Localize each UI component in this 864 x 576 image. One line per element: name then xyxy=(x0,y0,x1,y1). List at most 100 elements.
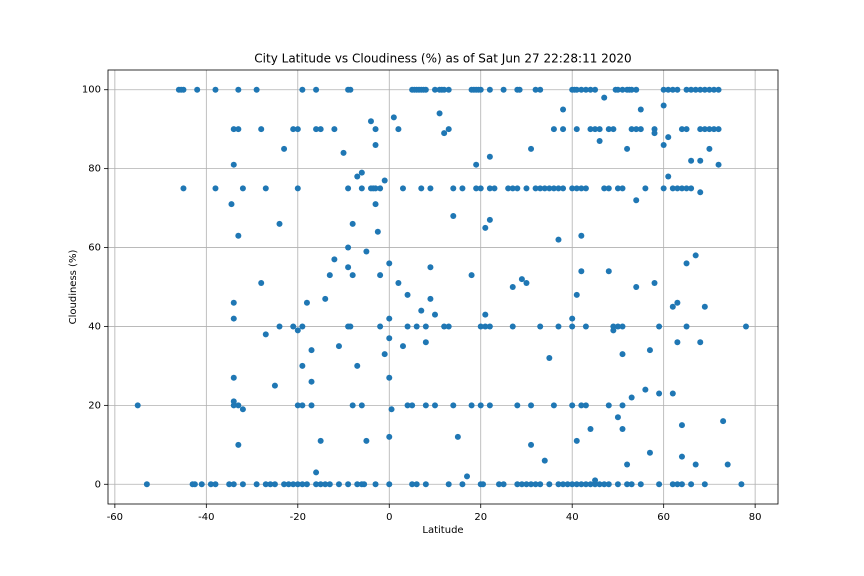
point xyxy=(313,469,320,476)
point xyxy=(331,126,338,133)
point xyxy=(560,106,567,113)
point xyxy=(683,323,690,330)
point xyxy=(445,481,452,488)
point xyxy=(701,303,708,310)
point xyxy=(724,461,731,468)
point xyxy=(281,481,288,488)
point xyxy=(546,355,553,362)
point xyxy=(610,126,617,133)
point xyxy=(683,185,690,192)
point xyxy=(290,323,297,330)
point xyxy=(347,86,354,93)
point xyxy=(399,343,406,350)
point xyxy=(413,481,420,488)
point xyxy=(710,126,717,133)
point xyxy=(669,303,676,310)
point xyxy=(569,315,576,322)
point xyxy=(358,185,365,192)
point xyxy=(347,323,354,330)
point xyxy=(605,402,612,409)
point xyxy=(235,402,242,409)
point xyxy=(637,126,644,133)
point xyxy=(596,481,603,488)
point xyxy=(239,406,246,413)
point xyxy=(697,86,704,93)
point xyxy=(637,481,644,488)
point xyxy=(628,394,635,401)
point xyxy=(422,323,429,330)
point xyxy=(322,481,329,488)
point xyxy=(374,228,381,235)
point xyxy=(308,378,315,385)
point xyxy=(605,268,612,275)
point xyxy=(271,481,278,488)
point xyxy=(560,185,567,192)
point xyxy=(550,185,557,192)
point xyxy=(578,402,585,409)
point xyxy=(230,398,237,405)
point xyxy=(660,185,667,192)
x-tick-label: 80 xyxy=(749,512,762,523)
point xyxy=(207,481,214,488)
point xyxy=(326,272,333,279)
point xyxy=(601,185,608,192)
point xyxy=(738,481,745,488)
point xyxy=(528,481,535,488)
point xyxy=(674,481,681,488)
point xyxy=(404,323,411,330)
point xyxy=(308,402,315,409)
point xyxy=(669,185,676,192)
y-tick-label: 0 xyxy=(95,479,101,490)
point xyxy=(514,402,521,409)
point xyxy=(697,339,704,346)
point xyxy=(381,351,388,358)
point xyxy=(276,220,283,227)
point xyxy=(409,481,416,488)
point xyxy=(569,481,576,488)
point xyxy=(358,402,365,409)
point xyxy=(688,185,695,192)
point xyxy=(656,481,663,488)
point xyxy=(605,126,612,133)
point xyxy=(532,185,539,192)
point xyxy=(660,86,667,93)
point xyxy=(143,481,150,488)
point xyxy=(692,461,699,468)
point xyxy=(624,481,631,488)
point xyxy=(294,126,301,133)
point xyxy=(276,323,283,330)
point xyxy=(372,481,379,488)
point xyxy=(500,481,507,488)
point xyxy=(619,86,626,93)
point xyxy=(619,323,626,330)
point xyxy=(482,224,489,231)
point xyxy=(450,402,457,409)
point xyxy=(619,351,626,358)
point xyxy=(692,252,699,259)
x-tick-label: -40 xyxy=(198,512,214,523)
point xyxy=(674,339,681,346)
point xyxy=(665,86,672,93)
point xyxy=(464,473,471,480)
point xyxy=(441,86,448,93)
point xyxy=(688,157,695,164)
point xyxy=(299,323,306,330)
point xyxy=(537,86,544,93)
point xyxy=(230,299,237,306)
point xyxy=(445,323,452,330)
point xyxy=(354,481,361,488)
point xyxy=(560,481,567,488)
point xyxy=(578,232,585,239)
point xyxy=(436,110,443,117)
point xyxy=(431,402,438,409)
point xyxy=(335,481,342,488)
y-tick-label: 100 xyxy=(82,85,101,96)
point xyxy=(313,481,320,488)
point xyxy=(669,481,676,488)
point xyxy=(514,185,521,192)
y-tick-label: 80 xyxy=(88,164,101,175)
x-axis-label: Latitude xyxy=(422,525,463,536)
point xyxy=(550,402,557,409)
point xyxy=(678,185,685,192)
point xyxy=(587,481,594,488)
